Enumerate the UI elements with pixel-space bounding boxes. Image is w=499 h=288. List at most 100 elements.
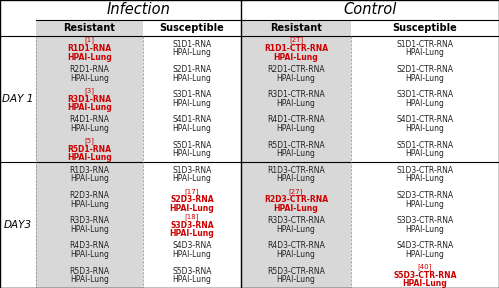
- Bar: [36, 162, 143, 187]
- Bar: [351, 263, 499, 288]
- Text: DAY 1: DAY 1: [2, 94, 34, 104]
- Text: R2D1-RNA: R2D1-RNA: [69, 65, 109, 74]
- Text: HPAI-Lung: HPAI-Lung: [67, 154, 112, 162]
- Bar: [143, 36, 241, 61]
- Text: HPAI-Lung: HPAI-Lung: [173, 73, 212, 83]
- Text: HPAI-Lung: HPAI-Lung: [173, 250, 212, 259]
- Text: [18]: [18]: [185, 213, 199, 220]
- Text: R3D3-CTR-RNA: R3D3-CTR-RNA: [267, 216, 325, 225]
- Text: HPAI-Lung: HPAI-Lung: [70, 73, 109, 83]
- Text: R2D1-CTR-RNA: R2D1-CTR-RNA: [267, 65, 325, 74]
- Text: HPAI-Lung: HPAI-Lung: [70, 124, 109, 133]
- Bar: [351, 213, 499, 238]
- Text: [17]: [17]: [185, 188, 199, 195]
- Text: HPAI-Lung: HPAI-Lung: [406, 250, 445, 259]
- Text: HPAI-Lung: HPAI-Lung: [406, 149, 445, 158]
- Bar: [351, 162, 499, 187]
- Text: R1D1-RNA: R1D1-RNA: [67, 44, 112, 53]
- Text: HPAI-Lung: HPAI-Lung: [406, 48, 445, 57]
- Text: Resistant: Resistant: [270, 23, 322, 33]
- Text: R5D3-CTR-RNA: R5D3-CTR-RNA: [267, 267, 325, 276]
- Text: S4D1-CTR-RNA: S4D1-CTR-RNA: [396, 115, 454, 124]
- Text: HPAI-Lung: HPAI-Lung: [276, 124, 315, 133]
- Text: HPAI-Lung: HPAI-Lung: [173, 275, 212, 284]
- Bar: [241, 238, 351, 263]
- Text: S1D3-CTR-RNA: S1D3-CTR-RNA: [396, 166, 454, 175]
- Bar: [241, 36, 351, 61]
- Text: [3]: [3]: [84, 87, 94, 94]
- Text: [5]: [5]: [84, 138, 94, 144]
- Text: Resistant: Resistant: [63, 23, 115, 33]
- Text: HPAI-Lung: HPAI-Lung: [406, 124, 445, 133]
- Text: S2D1-CTR-RNA: S2D1-CTR-RNA: [397, 65, 454, 74]
- Bar: [351, 238, 499, 263]
- Text: S4D3-CTR-RNA: S4D3-CTR-RNA: [396, 241, 454, 251]
- Text: HPAI-Lung: HPAI-Lung: [173, 99, 212, 108]
- Text: HPAI-Lung: HPAI-Lung: [276, 250, 315, 259]
- Text: R5D1-RNA: R5D1-RNA: [67, 145, 111, 154]
- Text: S4D1-RNA: S4D1-RNA: [172, 115, 212, 124]
- Text: R1D1-CTR-RNA: R1D1-CTR-RNA: [264, 44, 328, 53]
- Text: S1D1-RNA: S1D1-RNA: [172, 40, 212, 49]
- Bar: [241, 137, 351, 162]
- Bar: [241, 20, 351, 36]
- Bar: [241, 61, 351, 86]
- Text: S3D3-RNA: S3D3-RNA: [170, 221, 214, 230]
- Bar: [241, 263, 351, 288]
- Bar: [36, 36, 143, 61]
- Text: [27]: [27]: [289, 188, 303, 195]
- Bar: [36, 137, 143, 162]
- Bar: [36, 263, 143, 288]
- Bar: [351, 187, 499, 212]
- Text: Control: Control: [343, 3, 397, 18]
- Text: S1D3-RNA: S1D3-RNA: [172, 166, 212, 175]
- Text: R2D3-CTR-RNA: R2D3-CTR-RNA: [264, 195, 328, 204]
- Text: HPAI-Lung: HPAI-Lung: [67, 103, 112, 112]
- Text: HPAI-Lung: HPAI-Lung: [276, 73, 315, 83]
- Text: Infection: Infection: [107, 3, 171, 18]
- Text: HPAI-Lung: HPAI-Lung: [70, 275, 109, 284]
- Bar: [143, 112, 241, 137]
- Text: HPAI-Lung: HPAI-Lung: [170, 229, 215, 238]
- Text: HPAI-Lung: HPAI-Lung: [173, 124, 212, 133]
- Text: R4D3-RNA: R4D3-RNA: [69, 241, 110, 251]
- Text: R2D3-RNA: R2D3-RNA: [69, 191, 109, 200]
- Text: S5D1-RNA: S5D1-RNA: [172, 141, 212, 150]
- Text: R3D3-RNA: R3D3-RNA: [69, 216, 110, 225]
- Bar: [36, 238, 143, 263]
- Text: S3D3-CTR-RNA: S3D3-CTR-RNA: [396, 216, 454, 225]
- Bar: [351, 86, 499, 112]
- Text: HPAI-Lung: HPAI-Lung: [276, 174, 315, 183]
- Text: HPAI-Lung: HPAI-Lung: [173, 149, 212, 158]
- Text: HPAI-Lung: HPAI-Lung: [276, 275, 315, 284]
- Text: HPAI-Lung: HPAI-Lung: [406, 99, 445, 108]
- Text: HPAI-Lung: HPAI-Lung: [406, 73, 445, 83]
- Text: R1D3-RNA: R1D3-RNA: [69, 166, 109, 175]
- Text: S5D3-CTR-RNA: S5D3-CTR-RNA: [393, 271, 457, 280]
- Text: HPAI-Lung: HPAI-Lung: [406, 225, 445, 234]
- Bar: [36, 187, 143, 212]
- Text: R1D3-CTR-RNA: R1D3-CTR-RNA: [267, 166, 325, 175]
- Text: R4D1-RNA: R4D1-RNA: [69, 115, 109, 124]
- Text: HPAI-Lung: HPAI-Lung: [273, 204, 318, 213]
- Text: S1D1-CTR-RNA: S1D1-CTR-RNA: [397, 40, 454, 49]
- Text: HPAI-Lung: HPAI-Lung: [70, 250, 109, 259]
- Bar: [36, 213, 143, 238]
- Bar: [143, 238, 241, 263]
- Bar: [36, 86, 143, 112]
- Text: S2D3-RNA: S2D3-RNA: [170, 195, 214, 204]
- Text: Susceptible: Susceptible: [393, 23, 458, 33]
- Text: S2D3-CTR-RNA: S2D3-CTR-RNA: [396, 191, 454, 200]
- Text: R4D3-CTR-RNA: R4D3-CTR-RNA: [267, 241, 325, 251]
- Bar: [241, 162, 351, 187]
- Bar: [351, 137, 499, 162]
- Text: HPAI-Lung: HPAI-Lung: [70, 174, 109, 183]
- Text: S4D3-RNA: S4D3-RNA: [172, 241, 212, 251]
- Bar: [143, 187, 241, 212]
- Text: HPAI-Lung: HPAI-Lung: [406, 200, 445, 209]
- Text: HPAI-Lung: HPAI-Lung: [173, 48, 212, 57]
- Bar: [36, 20, 143, 36]
- Bar: [143, 86, 241, 112]
- Bar: [241, 112, 351, 137]
- Text: R3D1-RNA: R3D1-RNA: [67, 94, 112, 103]
